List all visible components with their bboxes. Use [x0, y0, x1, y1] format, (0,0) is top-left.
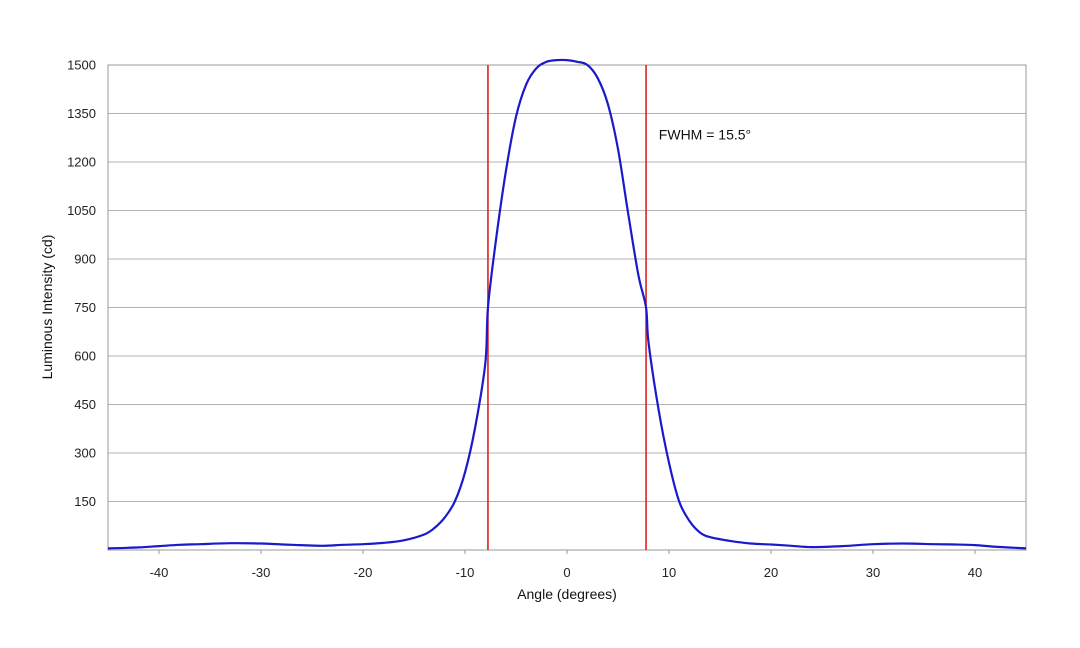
y-tick-label: 1350: [67, 106, 96, 121]
series-layer: [107, 58, 1027, 550]
y-tick-label: 900: [74, 252, 96, 267]
x-tick-label: 0: [563, 565, 570, 580]
x-axis-label: Angle (degrees): [517, 586, 617, 602]
x-tick-label: -40: [150, 565, 169, 580]
x-tick-label: 10: [662, 565, 676, 580]
annotations: FWHM = 15.5°: [659, 126, 751, 142]
x-tick-label: 20: [764, 565, 778, 580]
y-tick-label: 1200: [67, 155, 96, 170]
y-tick-label: 600: [74, 349, 96, 364]
y-axis-ticks: 150 300 450 600 750 900 1050 1200 1350 1500: [67, 58, 96, 510]
y-tick-label: 150: [74, 494, 96, 509]
x-tick-label: -20: [354, 565, 373, 580]
y-axis-label: Luminous Intensity (cd): [39, 235, 55, 380]
y-tick-label: 1500: [67, 58, 96, 73]
y-tick-label: 750: [74, 300, 96, 315]
y-tick-label: 300: [74, 446, 96, 461]
x-tick-label: 30: [866, 565, 880, 580]
y-tick-label: 450: [74, 397, 96, 412]
x-axis-ticks: -40 -30 -20 -10 0 10 20 30 40: [150, 550, 982, 580]
x-tick-label: -10: [456, 565, 475, 580]
x-tick-label: 40: [968, 565, 982, 580]
gridlines: [108, 64, 1026, 502]
y-tick-label: 1050: [67, 203, 96, 218]
intensity-series-line: [107, 58, 1027, 550]
x-tick-label: -30: [252, 565, 271, 580]
fwhm-annotation: FWHM = 15.5°: [659, 126, 751, 142]
